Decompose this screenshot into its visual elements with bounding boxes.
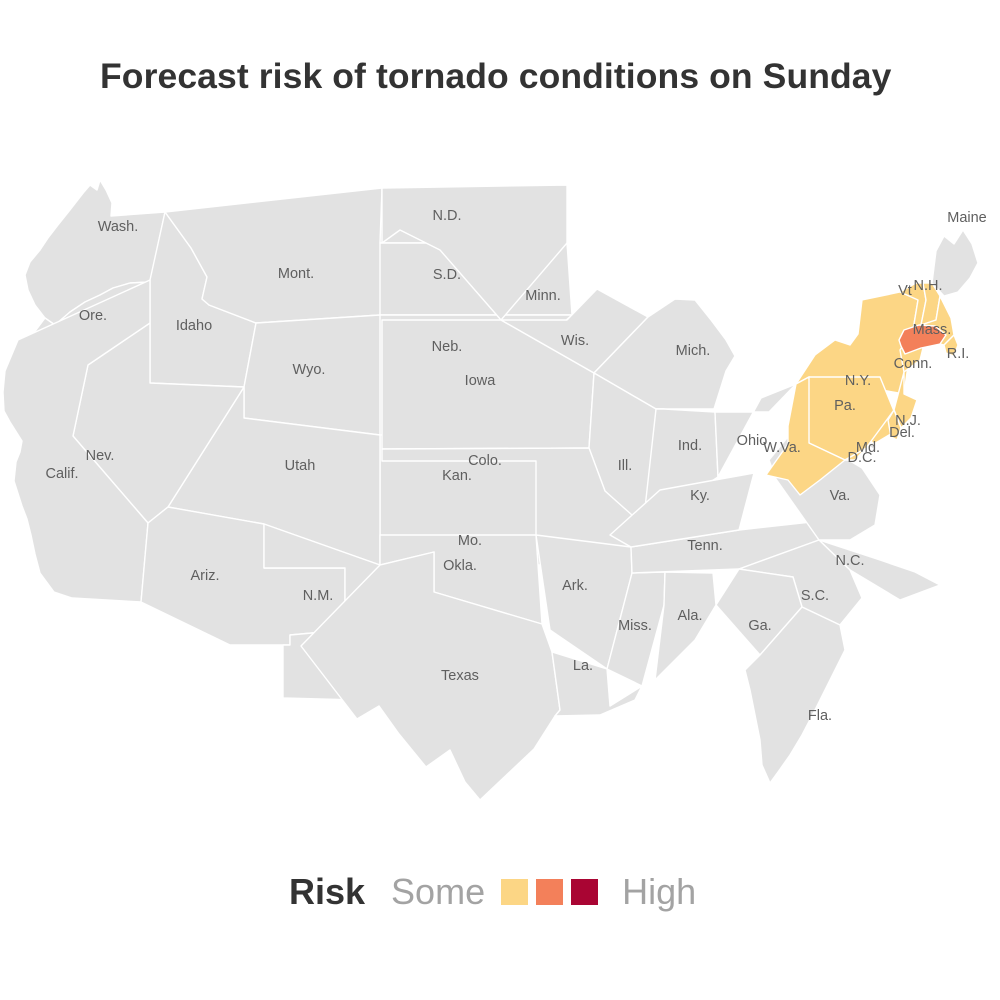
- svg-text:Fla.: Fla.: [808, 708, 832, 724]
- svg-text:Mont.: Mont.: [278, 266, 314, 282]
- svg-text:Minn.: Minn.: [525, 288, 560, 304]
- svg-text:N.Y.: N.Y.: [845, 373, 871, 389]
- svg-text:Va.: Va.: [830, 488, 851, 504]
- svg-text:W.Va.: W.Va.: [763, 440, 801, 456]
- svg-text:S.C.: S.C.: [801, 588, 829, 604]
- svg-text:Texas: Texas: [441, 668, 479, 684]
- svg-text:Mich.: Mich.: [676, 343, 711, 359]
- svg-text:Calif.: Calif.: [45, 466, 78, 482]
- svg-text:D.C.: D.C.: [848, 450, 877, 466]
- svg-text:Neb.: Neb.: [432, 339, 463, 355]
- svg-text:Kan.: Kan.: [442, 468, 472, 484]
- svg-text:Ore.: Ore.: [79, 308, 107, 324]
- svg-text:Okla.: Okla.: [443, 558, 477, 574]
- svg-text:N.D.: N.D.: [433, 208, 462, 224]
- svg-text:Del.: Del.: [889, 425, 915, 441]
- svg-text:Miss.: Miss.: [618, 618, 652, 634]
- svg-text:Nev.: Nev.: [86, 448, 115, 464]
- svg-text:S.D.: S.D.: [433, 267, 461, 283]
- svg-text:Wash.: Wash.: [98, 219, 139, 235]
- svg-text:Ga.: Ga.: [748, 618, 771, 634]
- svg-text:N.C.: N.C.: [836, 553, 865, 569]
- svg-text:Maine: Maine: [947, 210, 987, 226]
- svg-text:Iowa: Iowa: [465, 373, 497, 389]
- svg-text:Utah: Utah: [285, 458, 316, 474]
- svg-text:Ala.: Ala.: [678, 608, 703, 624]
- svg-text:R.I.: R.I.: [947, 346, 970, 362]
- svg-text:N.M.: N.M.: [303, 588, 334, 604]
- svg-text:Wis.: Wis.: [561, 333, 589, 349]
- svg-text:Conn.: Conn.: [894, 356, 933, 372]
- svg-text:Ill.: Ill.: [618, 458, 633, 474]
- svg-text:Mass.: Mass.: [913, 322, 952, 338]
- svg-text:Ariz.: Ariz.: [191, 568, 220, 584]
- svg-text:Tenn.: Tenn.: [687, 538, 722, 554]
- svg-text:Idaho: Idaho: [176, 318, 212, 334]
- svg-text:Wyo.: Wyo.: [293, 362, 326, 378]
- svg-text:Mo.: Mo.: [458, 533, 482, 549]
- svg-text:Colo.: Colo.: [468, 453, 502, 469]
- svg-text:Ark.: Ark.: [562, 578, 588, 594]
- svg-text:Ind.: Ind.: [678, 438, 702, 454]
- svg-text:Pa.: Pa.: [834, 398, 856, 414]
- svg-text:La.: La.: [573, 658, 593, 674]
- svg-text:N.H.: N.H.: [914, 278, 943, 294]
- svg-text:Vt: Vt: [898, 283, 912, 299]
- svg-text:Ky.: Ky.: [690, 488, 710, 504]
